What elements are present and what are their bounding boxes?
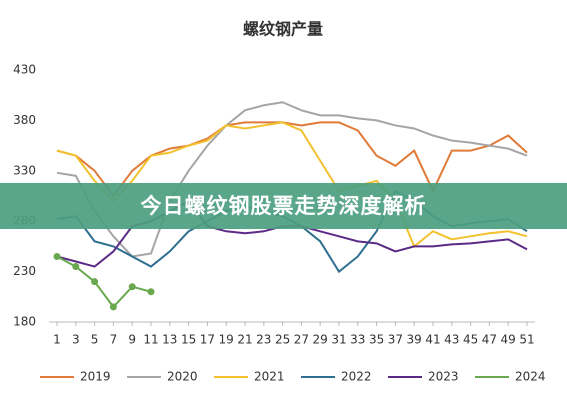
legend-label: 2022 [341,370,372,384]
legend-label: 2019 [80,370,111,384]
x-tick-label: 31 [331,333,346,347]
chart-title: 螺纹钢产量 [243,20,323,39]
x-tick-label: 23 [256,333,271,347]
x-tick-label: 39 [407,333,422,347]
y-tick-label: 180 [13,315,36,329]
legend-label: 2024 [515,370,546,384]
x-tick-label: 47 [482,333,497,347]
legend-label: 2023 [428,370,459,384]
legend-label: 2020 [167,370,198,384]
x-tick-label: 11 [143,333,158,347]
x-tick-label: 7 [110,333,118,347]
x-tick-label: 35 [369,333,384,347]
x-tick-label: 1 [53,333,61,347]
x-tick-label: 19 [219,333,234,347]
series-line [56,255,152,309]
x-tick-label: 33 [350,333,365,347]
point [72,263,80,271]
x-tick-label: 49 [501,333,516,347]
y-tick-label: 230 [13,264,36,278]
x-tick-label: 51 [519,333,534,347]
series-line [56,121,528,249]
x-tick-label: 41 [425,333,440,347]
banner: 今日螺纹钢股票走势深度解析 [0,183,567,229]
x-tick-label: 21 [237,333,252,347]
x-tick-label: 45 [463,333,478,347]
legend-label: 2021 [254,370,285,384]
point [91,278,99,286]
y-tick-label: 380 [13,113,36,127]
x-tick-label: 5 [91,333,99,347]
x-tick-label: 43 [444,333,459,347]
x-tick-label: 3 [72,333,80,347]
x-tick-label: 13 [162,333,177,347]
point [109,303,117,311]
y-tick-label: 430 [13,63,36,77]
x-tick-label: 29 [313,333,328,347]
x-tick-label: 15 [181,333,196,347]
y-tick-label: 330 [13,163,36,177]
series-line [56,121,528,198]
x-tick-label: 37 [388,333,403,347]
x-tick-label: 9 [128,333,136,347]
x-tick-label: 17 [200,333,215,347]
point [147,288,155,296]
point [128,283,136,291]
series-line [56,101,528,258]
x-tick-label: 25 [275,333,290,347]
x-tick-label: 27 [294,333,309,347]
point [53,252,61,260]
